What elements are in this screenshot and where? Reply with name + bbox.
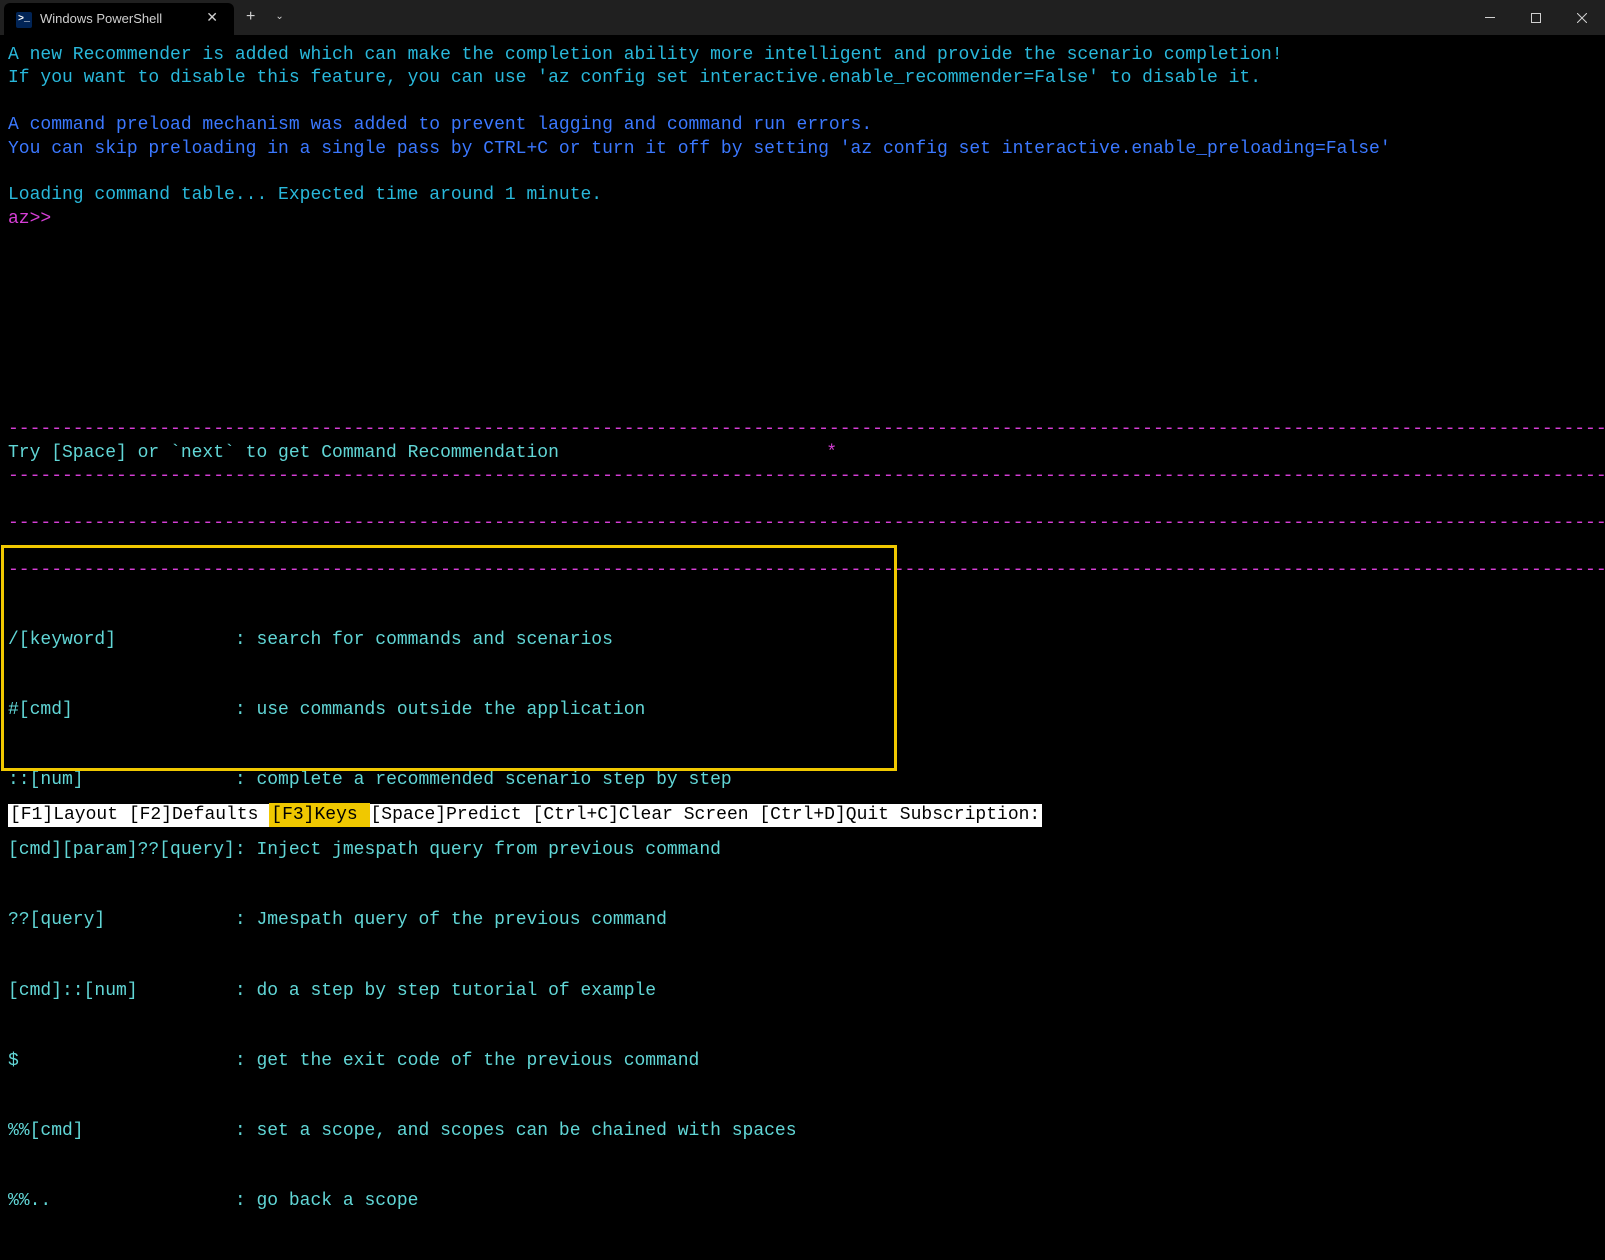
help-row: %%.. : go back a scope <box>8 1190 1597 1213</box>
f2-defaults[interactable]: [F2]Defaults <box>129 805 269 825</box>
output-line: If you want to disable this feature, you… <box>8 67 1597 90</box>
help-row: /[keyword] : search for commands and sce… <box>8 629 1597 652</box>
help-row: #[cmd] : use commands outside the applic… <box>8 699 1597 722</box>
titlebar: >_ Windows PowerShell ✕ + ⌄ <box>0 0 1605 36</box>
help-row: ??[query] : Jmespath query of the previo… <box>8 909 1597 932</box>
output-line <box>8 91 1597 114</box>
statusbar: [F1]Layout [F2]Defaults [F3]Keys [Space]… <box>8 804 1042 827</box>
output-line: A command preload mechanism was added to… <box>8 114 1597 137</box>
output-line: Loading command table... Expected time a… <box>8 184 1597 207</box>
ctrld-quit[interactable]: [Ctrl+D]Quit <box>759 805 899 825</box>
help-row: [cmd]::[num] : do a step by step tutoria… <box>8 980 1597 1003</box>
output-line: A new Recommender is added which can mak… <box>8 44 1597 67</box>
hint-text: Try [Space] or `next` to get Command Rec… <box>8 442 559 465</box>
tab-powershell[interactable]: >_ Windows PowerShell ✕ <box>4 3 234 37</box>
window-controls <box>1467 0 1605 36</box>
divider: ----------------------------------------… <box>8 418 1597 441</box>
space-predict[interactable]: [Space]Predict <box>370 805 532 825</box>
f1-layout[interactable]: [F1]Layout <box>10 805 129 825</box>
help-row: %%[cmd] : set a scope, and scopes can be… <box>8 1120 1597 1143</box>
terminal-output[interactable]: A new Recommender is added which can mak… <box>0 36 1605 1260</box>
hint-star: * <box>826 442 837 465</box>
f3-keys[interactable]: [F3]Keys <box>269 803 370 827</box>
divider: ----------------------------------------… <box>8 465 1597 488</box>
help-table: /[keyword] : search for commands and sce… <box>8 582 1597 1260</box>
divider: ----------------------------------------… <box>8 559 1597 582</box>
tab-dropdown-icon[interactable]: ⌄ <box>267 11 291 24</box>
close-tab-icon[interactable]: ✕ <box>202 8 222 30</box>
new-tab-button[interactable]: + <box>234 7 267 28</box>
subscription-label: Subscription: <box>900 805 1040 825</box>
minimize-button[interactable] <box>1467 0 1513 36</box>
output-line: You can skip preloading in a single pass… <box>8 138 1597 161</box>
divider: ----------------------------------------… <box>8 512 1597 535</box>
help-row: $ : get the exit code of the previous co… <box>8 1050 1597 1073</box>
help-row: [cmd][param]??[query]: Inject jmespath q… <box>8 839 1597 862</box>
close-window-button[interactable] <box>1559 0 1605 36</box>
ctrlc-clear[interactable]: [Ctrl+C]Clear Screen <box>533 805 760 825</box>
powershell-icon: >_ <box>16 12 32 28</box>
prompt: az>> <box>8 208 1597 231</box>
tab-title: Windows PowerShell <box>40 11 194 28</box>
output-line <box>8 161 1597 184</box>
hint-line: Try [Space] or `next` to get Command Rec… <box>8 442 1597 465</box>
help-row: ::[num] : complete a recommended scenari… <box>8 769 1597 792</box>
maximize-button[interactable] <box>1513 0 1559 36</box>
